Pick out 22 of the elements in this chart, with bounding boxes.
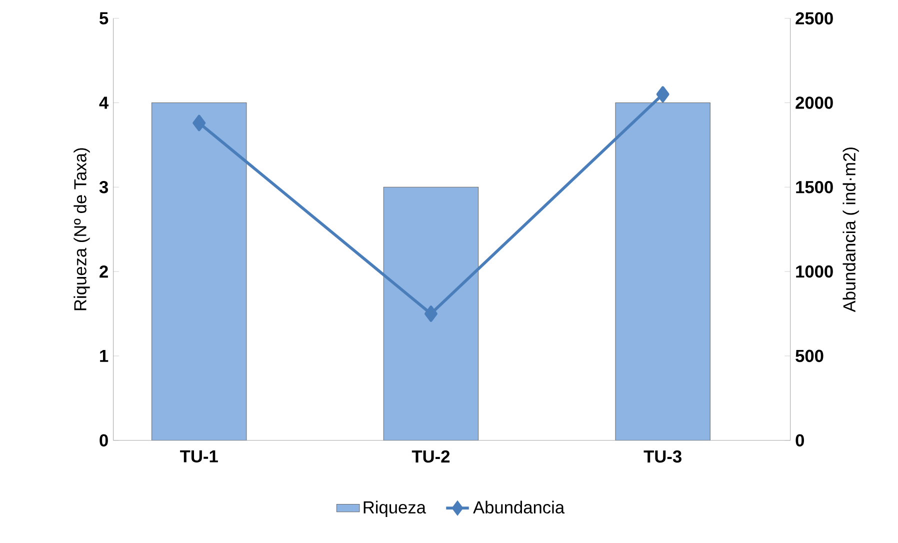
y2-tick-label: 0 xyxy=(796,434,804,446)
y-tick-label: 5 xyxy=(100,12,108,24)
y2-tick-label: 1000 xyxy=(796,265,833,278)
y-tick-label: 4 xyxy=(99,96,109,109)
x-tick-label: TU-1 xyxy=(180,450,218,462)
y2-tick-label: 1500 xyxy=(796,180,833,194)
point xyxy=(424,306,438,322)
y-tick-label: 3 xyxy=(99,180,108,194)
point xyxy=(656,86,670,102)
y2-axis-title: Abundancia ( ind·m2) xyxy=(842,148,859,312)
x-tick-label: TU-3 xyxy=(644,450,682,463)
y2-tick-label: 500 xyxy=(796,350,824,362)
legend-label: Abundancia xyxy=(473,500,565,514)
legend-label: Riqueza xyxy=(364,500,426,517)
y2-tick-label: 2000 xyxy=(796,96,833,109)
y-tick-label: 2 xyxy=(100,265,108,278)
y-tick-label: 0 xyxy=(100,434,108,446)
y-axis-title: Riqueza (Nº de Taxa) xyxy=(74,148,90,310)
x-tick-label: TU-2 xyxy=(412,450,450,463)
y2-tick-label: 2500 xyxy=(796,12,833,24)
y-tick-label: 1 xyxy=(100,350,108,362)
point xyxy=(192,114,206,132)
